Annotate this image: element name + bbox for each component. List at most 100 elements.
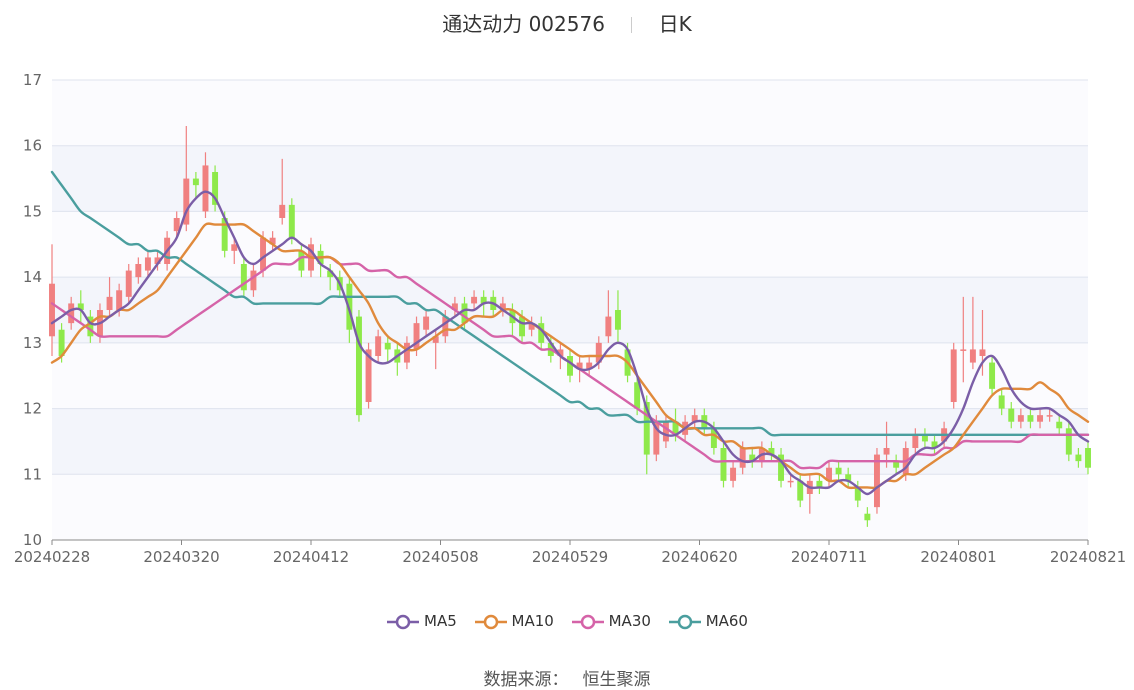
candle-body [576,362,583,370]
candle [605,290,612,343]
candle-body [432,336,439,343]
candle-body [768,448,775,455]
candle [87,310,94,343]
candle [327,264,334,291]
candle-body [77,303,84,310]
candle-body [202,165,209,212]
candle-body [288,204,295,238]
legend-label: MA60 [705,612,748,630]
period-label[interactable]: 日K [658,12,692,36]
candle-body [298,250,305,271]
legend-item-ma60[interactable]: MA60 [668,612,748,630]
candle-body [912,434,919,448]
candle [355,310,362,422]
candle-body [873,454,880,508]
candle [969,296,976,370]
source-label: 数据来源： [483,670,569,690]
candle-body [672,421,679,435]
candle-body [461,303,468,324]
candle-body [125,270,132,297]
y-tick-label: 12 [23,400,42,418]
candle-body [893,461,900,468]
plot-band [52,277,1088,343]
candle [125,264,132,304]
candle [586,356,593,376]
candle [49,244,55,356]
ma30-legend-icon [571,614,604,630]
candle-body [49,283,55,337]
x-tick-label: 20240412 [273,548,349,566]
candle [979,310,986,376]
candle-body [1085,448,1091,468]
candle [135,257,142,284]
candle-body [240,264,247,291]
candle-body [979,349,986,356]
candle [1046,408,1053,422]
legend-item-ma10[interactable]: MA10 [474,612,554,630]
candle [720,441,727,488]
candle [950,342,957,409]
x-tick-label: 20240801 [920,548,996,566]
candle [835,461,842,481]
candlestick-chart[interactable]: 10 11 12 13 14 15 16 17 20240228 20240320 2024041… [0,0,1134,600]
candle-body [375,336,382,356]
candle-body [864,513,871,521]
candle-body [403,342,410,363]
candle-body [845,474,852,481]
candle-body [1056,421,1063,429]
candle-body [883,448,890,455]
candle [854,480,861,508]
candle-body [413,323,420,350]
candle [873,448,880,514]
candle-body [826,467,832,481]
legend-item-ma30[interactable]: MA30 [571,612,651,630]
legend-label: MA10 [511,612,554,630]
candle-body [720,448,727,481]
candle [778,448,785,488]
candle-body [586,362,593,370]
candle [567,349,573,383]
candle [768,441,775,462]
legend-label: MA30 [608,612,651,630]
candle-body [355,316,362,416]
y-tick-label: 15 [23,202,42,220]
candle [1008,402,1015,429]
candle-body [365,349,372,402]
candle [202,152,209,218]
candle-body [68,303,75,324]
candle-body [662,421,669,442]
candle [1017,408,1024,429]
candle [451,296,458,317]
candle [269,231,276,251]
candle-body [269,237,276,245]
candle [989,356,996,396]
ma5-legend-icon [387,614,419,630]
candle-body [106,296,113,310]
candle [106,277,113,317]
candle-body [778,454,785,481]
candle-body [730,467,737,481]
candle-body [749,454,756,462]
x-tick-label: 20240228 [14,548,90,566]
candle-body [691,415,698,422]
legend-item-ma5[interactable]: MA5 [386,612,457,630]
candle [1037,408,1044,429]
candle [912,428,919,455]
candle [1085,441,1091,475]
candle [68,296,75,330]
candle [893,454,900,475]
candle-body [998,395,1005,409]
candle-body [260,237,267,271]
candle [499,296,506,317]
y-tick-label: 16 [23,137,42,155]
x-axis: 20240228 20240320 20240412 20240508 20240529… [14,539,1126,566]
candle-body [1027,415,1034,422]
candle [931,434,938,455]
candle-body [423,316,430,330]
x-tick-label: 20240821 [1050,548,1126,566]
candle-body [653,421,660,455]
candle-body [519,316,526,337]
candle [384,336,391,363]
candle-body [250,270,257,291]
candle-body [1065,428,1072,455]
